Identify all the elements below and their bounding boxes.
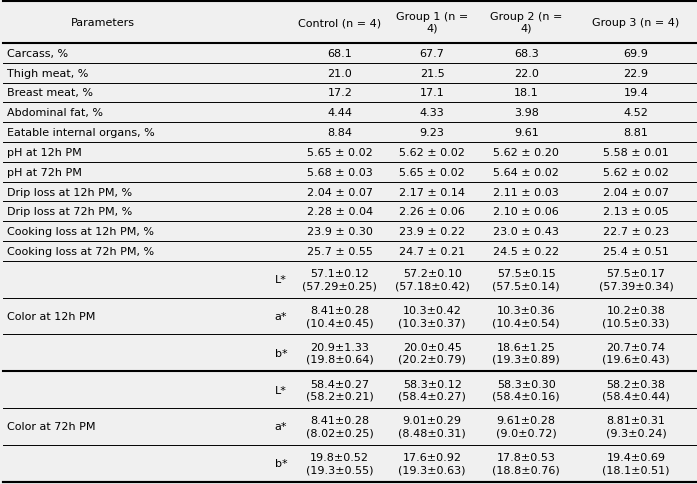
Text: 3.98: 3.98 bbox=[514, 108, 539, 118]
Text: Carcass, %: Carcass, % bbox=[7, 49, 68, 59]
Text: 58.3±0.12
(58.4±0.27): 58.3±0.12 (58.4±0.27) bbox=[398, 379, 466, 401]
Text: Color at 72h PM: Color at 72h PM bbox=[7, 422, 95, 432]
Text: L*: L* bbox=[275, 274, 287, 285]
Text: b*: b* bbox=[275, 348, 287, 358]
Text: 8.41±0.28
(8.02±0.25): 8.41±0.28 (8.02±0.25) bbox=[306, 416, 374, 438]
Text: Drip loss at 72h PM, %: Drip loss at 72h PM, % bbox=[7, 207, 132, 217]
Text: 58.3±0.30
(58.4±0.16): 58.3±0.30 (58.4±0.16) bbox=[492, 379, 560, 401]
Text: 19.8±0.52
(19.3±0.55): 19.8±0.52 (19.3±0.55) bbox=[306, 452, 374, 474]
Text: 57.1±0.12
(57.29±0.25): 57.1±0.12 (57.29±0.25) bbox=[302, 269, 377, 290]
Text: 8.81±0.31
(9.3±0.24): 8.81±0.31 (9.3±0.24) bbox=[606, 416, 666, 438]
Text: Breast meat, %: Breast meat, % bbox=[7, 88, 93, 98]
Text: Control (n = 4): Control (n = 4) bbox=[298, 18, 381, 28]
Text: 57.5±0.17
(57.39±0.34): 57.5±0.17 (57.39±0.34) bbox=[599, 269, 673, 290]
Text: 18.6±1.25
(19.3±0.89): 18.6±1.25 (19.3±0.89) bbox=[492, 342, 560, 364]
Text: 69.9: 69.9 bbox=[624, 49, 648, 59]
Text: 20.0±0.45
(20.2±0.79): 20.0±0.45 (20.2±0.79) bbox=[398, 342, 466, 364]
Text: 5.65 ± 0.02: 5.65 ± 0.02 bbox=[399, 167, 465, 177]
Text: 9.23: 9.23 bbox=[420, 128, 445, 138]
Text: Group 2 (n =
4): Group 2 (n = 4) bbox=[490, 13, 562, 34]
Text: Group 1 (n =
4): Group 1 (n = 4) bbox=[396, 13, 468, 34]
Text: 17.8±0.53
(18.8±0.76): 17.8±0.53 (18.8±0.76) bbox=[492, 452, 560, 474]
Text: pH at 12h PM: pH at 12h PM bbox=[7, 148, 82, 158]
Text: 19.4: 19.4 bbox=[624, 88, 648, 98]
Text: 68.3: 68.3 bbox=[514, 49, 539, 59]
Text: Drip loss at 12h PM, %: Drip loss at 12h PM, % bbox=[7, 187, 132, 197]
Text: a*: a* bbox=[275, 311, 287, 321]
Text: 5.62 ± 0.02: 5.62 ± 0.02 bbox=[399, 148, 465, 158]
Text: Eatable internal organs, %: Eatable internal organs, % bbox=[7, 128, 155, 138]
Text: 17.2: 17.2 bbox=[328, 88, 352, 98]
Text: 25.7 ± 0.55: 25.7 ± 0.55 bbox=[307, 246, 373, 257]
Text: 58.2±0.38
(58.4±0.44): 58.2±0.38 (58.4±0.44) bbox=[602, 379, 670, 401]
Text: 5.62 ± 0.20: 5.62 ± 0.20 bbox=[493, 148, 559, 158]
Text: 57.5±0.15
(57.5±0.14): 57.5±0.15 (57.5±0.14) bbox=[492, 269, 560, 290]
Text: 17.6±0.92
(19.3±0.63): 17.6±0.92 (19.3±0.63) bbox=[399, 452, 466, 474]
Text: b*: b* bbox=[275, 458, 287, 468]
Text: 22.9: 22.9 bbox=[624, 69, 648, 78]
Text: 24.5 ± 0.22: 24.5 ± 0.22 bbox=[493, 246, 559, 257]
Text: 58.4±0.27
(58.2±0.21): 58.4±0.27 (58.2±0.21) bbox=[306, 379, 374, 401]
Text: 5.62 ± 0.02: 5.62 ± 0.02 bbox=[603, 167, 669, 177]
Text: 5.68 ± 0.03: 5.68 ± 0.03 bbox=[307, 167, 373, 177]
Text: 20.7±0.74
(19.6±0.43): 20.7±0.74 (19.6±0.43) bbox=[602, 342, 670, 364]
Text: pH at 72h PM: pH at 72h PM bbox=[7, 167, 82, 177]
Text: 21.0: 21.0 bbox=[328, 69, 352, 78]
Text: 20.9±1.33
(19.8±0.64): 20.9±1.33 (19.8±0.64) bbox=[306, 342, 374, 364]
Text: 10.3±0.36
(10.4±0.54): 10.3±0.36 (10.4±0.54) bbox=[492, 305, 560, 327]
Text: 22.7 ± 0.23: 22.7 ± 0.23 bbox=[603, 227, 669, 237]
Text: 9.61±0.28
(9.0±0.72): 9.61±0.28 (9.0±0.72) bbox=[496, 416, 557, 438]
Text: 24.7 ± 0.21: 24.7 ± 0.21 bbox=[399, 246, 465, 257]
Text: 23.0 ± 0.43: 23.0 ± 0.43 bbox=[493, 227, 559, 237]
Text: 68.1: 68.1 bbox=[328, 49, 352, 59]
Text: 17.1: 17.1 bbox=[420, 88, 445, 98]
Text: 4.33: 4.33 bbox=[420, 108, 445, 118]
Text: Cooking loss at 72h PM, %: Cooking loss at 72h PM, % bbox=[7, 246, 154, 257]
Text: 21.5: 21.5 bbox=[420, 69, 445, 78]
Text: 2.28 ± 0.04: 2.28 ± 0.04 bbox=[307, 207, 373, 217]
Text: 2.04 ± 0.07: 2.04 ± 0.07 bbox=[307, 187, 373, 197]
Text: 10.3±0.42
(10.3±0.37): 10.3±0.42 (10.3±0.37) bbox=[399, 305, 466, 327]
Text: 25.4 ± 0.51: 25.4 ± 0.51 bbox=[603, 246, 669, 257]
Text: 8.81: 8.81 bbox=[624, 128, 648, 138]
Text: 2.11 ± 0.03: 2.11 ± 0.03 bbox=[493, 187, 559, 197]
Text: 8.41±0.28
(10.4±0.45): 8.41±0.28 (10.4±0.45) bbox=[306, 305, 374, 327]
Text: Parameters: Parameters bbox=[71, 18, 135, 28]
Text: 5.58 ± 0.01: 5.58 ± 0.01 bbox=[603, 148, 669, 158]
Text: 2.26 ± 0.06: 2.26 ± 0.06 bbox=[399, 207, 465, 217]
Text: Abdominal fat, %: Abdominal fat, % bbox=[7, 108, 103, 118]
Text: 2.04 ± 0.07: 2.04 ± 0.07 bbox=[603, 187, 669, 197]
Text: 9.61: 9.61 bbox=[514, 128, 539, 138]
Text: 2.13 ± 0.05: 2.13 ± 0.05 bbox=[603, 207, 669, 217]
Text: 10.2±0.38
(10.5±0.33): 10.2±0.38 (10.5±0.33) bbox=[602, 305, 670, 327]
Text: 23.9 ± 0.30: 23.9 ± 0.30 bbox=[307, 227, 373, 237]
Text: 67.7: 67.7 bbox=[420, 49, 445, 59]
Text: 5.65 ± 0.02: 5.65 ± 0.02 bbox=[307, 148, 373, 158]
Text: 4.52: 4.52 bbox=[624, 108, 648, 118]
Text: 8.84: 8.84 bbox=[328, 128, 352, 138]
Text: 9.01±0.29
(8.48±0.31): 9.01±0.29 (8.48±0.31) bbox=[398, 416, 466, 438]
Text: Cooking loss at 12h PM, %: Cooking loss at 12h PM, % bbox=[7, 227, 154, 237]
Text: 19.4±0.69
(18.1±0.51): 19.4±0.69 (18.1±0.51) bbox=[602, 452, 670, 474]
Text: a*: a* bbox=[275, 422, 287, 432]
Text: 4.44: 4.44 bbox=[328, 108, 352, 118]
Text: Group 3 (n = 4): Group 3 (n = 4) bbox=[592, 18, 680, 28]
Text: 22.0: 22.0 bbox=[514, 69, 539, 78]
Text: 23.9 ± 0.22: 23.9 ± 0.22 bbox=[399, 227, 465, 237]
Text: 2.17 ± 0.14: 2.17 ± 0.14 bbox=[399, 187, 465, 197]
Text: Color at 12h PM: Color at 12h PM bbox=[7, 311, 95, 321]
Text: 18.1: 18.1 bbox=[514, 88, 539, 98]
Text: L*: L* bbox=[275, 385, 287, 395]
Text: Thigh meat, %: Thigh meat, % bbox=[7, 69, 89, 78]
Text: 5.64 ± 0.02: 5.64 ± 0.02 bbox=[493, 167, 559, 177]
Text: 57.2±0.10
(57.18±0.42): 57.2±0.10 (57.18±0.42) bbox=[395, 269, 470, 290]
Text: 2.10 ± 0.06: 2.10 ± 0.06 bbox=[493, 207, 559, 217]
